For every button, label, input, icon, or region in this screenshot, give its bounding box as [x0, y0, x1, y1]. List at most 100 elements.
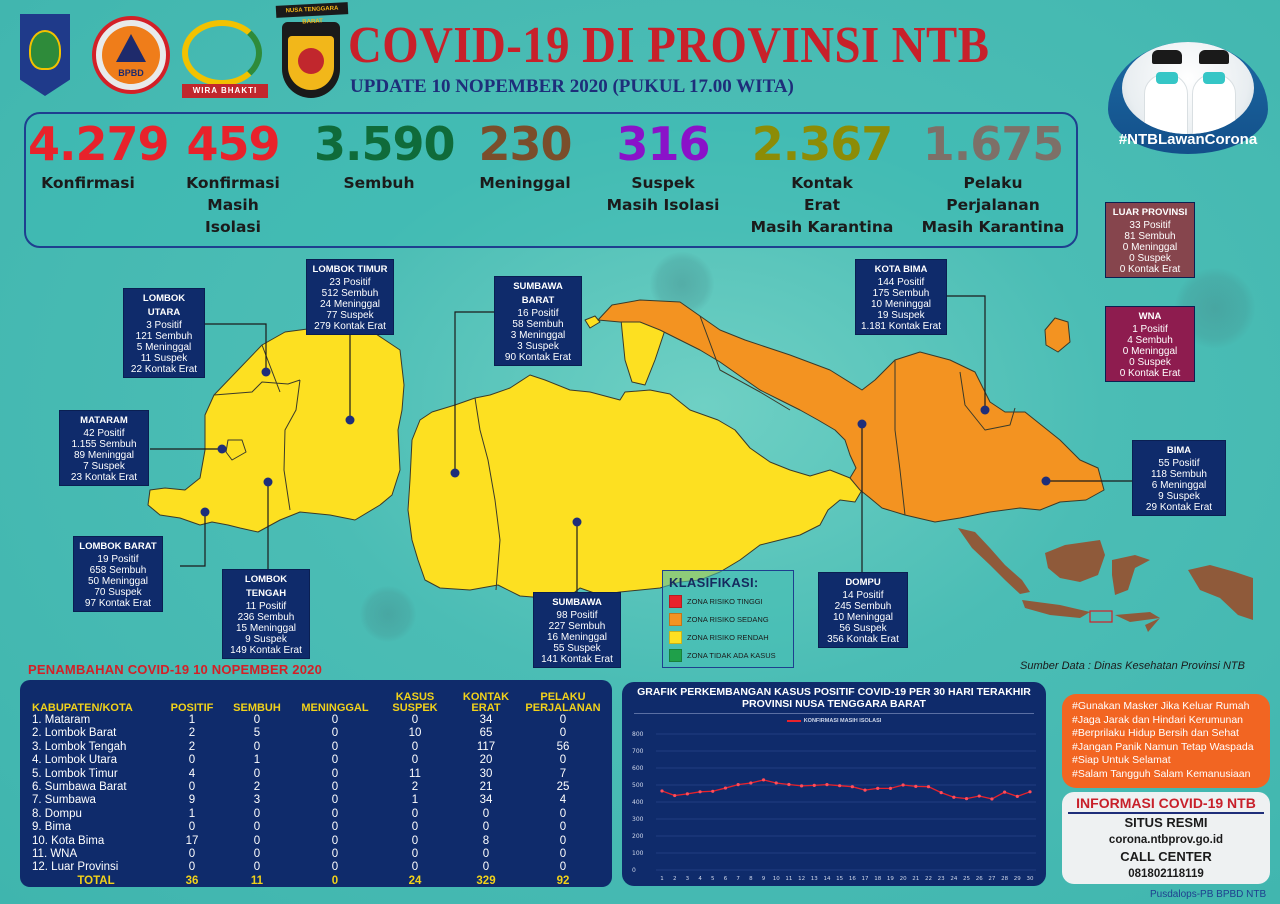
- row-region: 2. Lombok Barat: [32, 727, 117, 740]
- row-value: 4: [559, 794, 567, 807]
- row-region: 8. Dompu: [32, 807, 82, 820]
- row-value: 0: [411, 740, 419, 753]
- row-value: 0: [331, 794, 339, 807]
- wira-bhakti-logo: WIRA BHAKTI: [176, 14, 272, 98]
- row-region: 1. Mataram: [32, 714, 91, 726]
- table-row: 8. Dompu 1 0 0 0 0 0: [28, 808, 604, 821]
- svg-text:16: 16: [849, 876, 856, 882]
- table-row: 10. Kota Bima 17 0 0 0 8 0: [28, 835, 604, 848]
- col-meninggal: MENINGGAL: [301, 702, 369, 714]
- svg-text:6: 6: [724, 876, 728, 882]
- row-value: 1: [188, 807, 196, 820]
- row-value: 0: [253, 740, 261, 753]
- svg-text:600: 600: [632, 765, 644, 772]
- stat-konfirmasi: 4.279 Konfirmasi: [28, 117, 170, 192]
- official-site-link[interactable]: corona.ntbprov.go.id: [1108, 834, 1224, 846]
- row-value: 0: [411, 754, 419, 767]
- row-value: 2: [188, 727, 196, 740]
- daily-additions-title: PENAMBAHAN COVID-19 10 NOPEMBER 2020: [28, 662, 322, 677]
- row-value: 0: [331, 861, 339, 874]
- svg-text:12: 12: [798, 876, 805, 882]
- svg-text:800: 800: [632, 731, 644, 738]
- chart-title-divider: [634, 713, 1034, 714]
- row-value: 0: [411, 821, 419, 834]
- row-region: 7. Sumbawa: [32, 794, 96, 807]
- row-value: 0: [331, 821, 339, 834]
- row-value: 0: [411, 807, 419, 820]
- row-value: 0: [253, 821, 261, 834]
- svg-text:11: 11: [785, 876, 792, 882]
- health-messages-box: #Gunakan Masker Jika Keluar Rumah #Jaga …: [1062, 694, 1270, 788]
- stat-meninggal: 230 Meninggal: [478, 117, 572, 192]
- svg-text:200: 200: [632, 833, 644, 840]
- row-value: 0: [188, 821, 196, 834]
- table-row: 2. Lombok Barat 2 5 0 10 65 0: [28, 727, 604, 740]
- total-value: 0: [331, 874, 339, 887]
- row-value: 0: [411, 848, 419, 861]
- row-value: 0: [559, 727, 567, 740]
- row-value: 0: [411, 714, 419, 726]
- svg-text:5: 5: [711, 876, 715, 882]
- svg-text:29: 29: [1014, 876, 1021, 882]
- polda-ntb-logo: NUSA TENGGARA BARAT: [275, 2, 349, 98]
- svg-text:25: 25: [963, 876, 970, 882]
- row-value: 0: [188, 848, 196, 861]
- campaign-hashtag: #NTBLawanCorona: [1118, 131, 1258, 148]
- legend-item-tidak-ada-kasus: ZONA TIDAK ADA KASUS: [669, 646, 787, 664]
- row-value: 0: [188, 861, 196, 874]
- row-value: 0: [331, 767, 339, 780]
- row-value: 8: [482, 834, 490, 847]
- ntb-lawan-corona-badge: #NTBLawanCorona: [1108, 42, 1268, 154]
- region-box-kota-bima: KOTA BIMA 144 Positif 175 Sembuh 10 Meni…: [855, 259, 947, 335]
- row-value: 30: [479, 767, 493, 780]
- svg-text:0: 0: [632, 867, 636, 874]
- map-sumbawa: [407, 374, 863, 599]
- row-value: 0: [331, 727, 339, 740]
- stat-sembuh: 3.590 Sembuh: [314, 117, 456, 192]
- svg-text:3: 3: [686, 876, 690, 882]
- red-swatch-icon: [669, 594, 682, 608]
- row-value: 0: [331, 848, 339, 861]
- call-center-number[interactable]: 081802118119: [1128, 868, 1204, 880]
- svg-text:100: 100: [632, 850, 644, 857]
- update-subtitle: UPDATE 10 NOPEMBER 2020 (PUKUL 17.00 WIT…: [350, 76, 794, 97]
- row-value: 34: [479, 714, 493, 726]
- total-value: 36: [185, 874, 199, 887]
- row-value: 2: [411, 781, 419, 794]
- row-region: 10. Kota Bima: [32, 834, 105, 847]
- col-positif: POSITIF: [170, 702, 214, 714]
- legend-item-tinggi: ZONA RISIKO TINGGI: [669, 592, 787, 610]
- chart-legend: KONFIRMASI MASIH ISOLASI: [622, 718, 1046, 724]
- svg-text:17: 17: [862, 876, 869, 882]
- row-value: 1: [253, 754, 261, 767]
- svg-text:19: 19: [887, 876, 894, 882]
- summary-stats-panel: 4.279 Konfirmasi 459 Konfirmasi Masih Is…: [24, 112, 1078, 248]
- data-source: Sumber Data : Dinas Kesehatan Provinsi N…: [1020, 660, 1245, 672]
- row-value: 4: [188, 767, 196, 780]
- region-box-lombok-timur: LOMBOK TIMUR 23 Positif 512 Sembuh 24 Me…: [306, 259, 394, 335]
- info-contact-box: INFORMASI COVID-19 NTB SITUS RESMI coron…: [1062, 792, 1270, 884]
- row-value: 0: [559, 807, 567, 820]
- ntb-location-marker: [1089, 610, 1113, 623]
- svg-text:26: 26: [976, 876, 983, 882]
- col-sembuh: SEMBUH: [233, 702, 281, 714]
- row-region: 9. Bima: [32, 821, 71, 834]
- row-value: 20: [479, 754, 493, 767]
- svg-text:15: 15: [836, 876, 843, 882]
- row-value: 0: [559, 834, 567, 847]
- svg-text:28: 28: [1001, 876, 1008, 882]
- svg-text:2: 2: [673, 876, 677, 882]
- svg-text:500: 500: [632, 782, 644, 789]
- ntb-province-logo: [20, 14, 70, 96]
- svg-text:13: 13: [811, 876, 818, 882]
- svg-text:21: 21: [912, 876, 919, 882]
- total-label: TOTAL: [77, 874, 115, 887]
- row-value: 3: [253, 794, 261, 807]
- row-value: 0: [411, 834, 419, 847]
- row-value: 5: [253, 727, 261, 740]
- row-value: 9: [188, 794, 196, 807]
- col-kontak-erat: KONTAK ERAT: [462, 691, 510, 714]
- region-box-wna: WNA 1 Positif 4 Sembuh 0 Meninggal 0 Sus…: [1105, 306, 1195, 382]
- credit-text: Pusdalops-PB BPBD NTB: [1150, 889, 1267, 900]
